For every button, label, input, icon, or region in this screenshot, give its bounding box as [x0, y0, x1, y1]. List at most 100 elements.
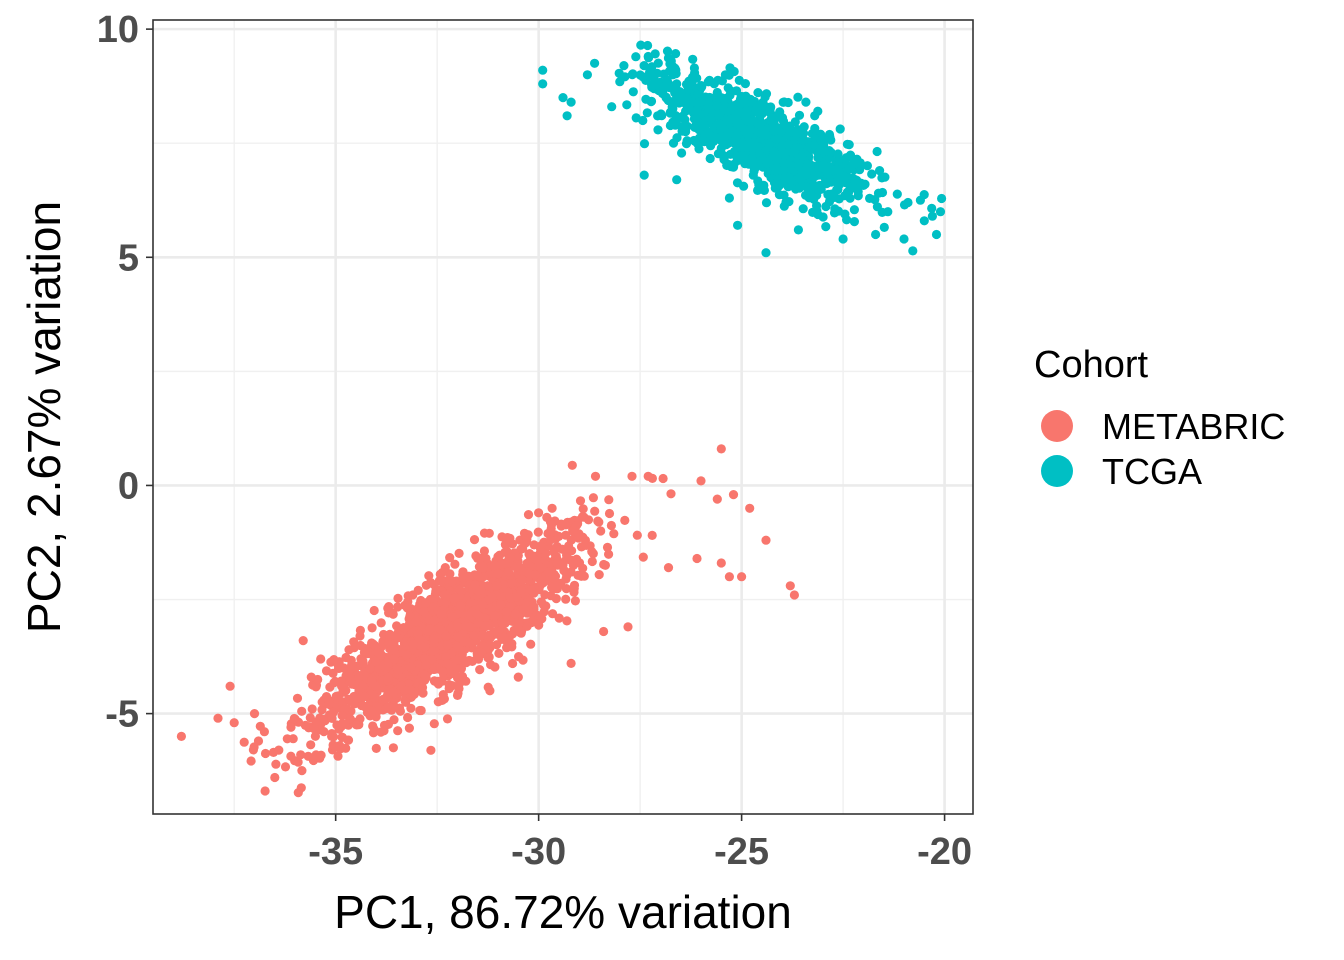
metabric-point [445, 569, 455, 579]
metabric-point [401, 697, 411, 707]
tcga-point [672, 175, 682, 185]
x-tick-label: -30 [511, 831, 566, 873]
metabric-point [441, 631, 451, 642]
metabric-point [578, 532, 588, 542]
tcga-point [642, 108, 652, 118]
metabric-point [447, 576, 458, 586]
tcga-point [758, 130, 769, 140]
metabric-point [408, 590, 418, 600]
tcga-point [688, 54, 698, 64]
tcga-point [627, 70, 637, 80]
metabric-point [367, 623, 377, 633]
metabric-point [561, 584, 572, 594]
tcga-point [690, 121, 700, 131]
legend-key-tcga [1041, 455, 1073, 487]
tcga-point [842, 139, 853, 149]
tcga-point [813, 153, 823, 163]
metabric-point [389, 645, 399, 655]
metabric-point [341, 652, 351, 663]
metabric-point [552, 581, 562, 591]
metabric-point [429, 634, 439, 644]
tcga-point [590, 58, 600, 68]
metabric-point [447, 612, 457, 622]
metabric-point [404, 723, 414, 733]
tcga-point [899, 234, 909, 244]
tcga-point [538, 79, 548, 89]
metabric-point [666, 489, 676, 499]
metabric-point [643, 471, 653, 481]
tcga-point [650, 49, 660, 59]
metabric-point [745, 503, 755, 513]
metabric-point [286, 751, 296, 761]
metabric-point [426, 745, 436, 755]
metabric-point [388, 687, 399, 697]
metabric-point [408, 639, 419, 650]
metabric-point [370, 681, 381, 691]
tcga-point [639, 170, 649, 180]
metabric-point [536, 541, 546, 551]
metabric-point [307, 704, 317, 714]
metabric-point [561, 574, 571, 584]
metabric-point [627, 471, 637, 481]
metabric-point [400, 685, 410, 695]
tcga-point [833, 165, 844, 175]
metabric-point [511, 592, 522, 602]
tcga-point [801, 182, 811, 192]
tcga-point [691, 114, 701, 124]
tcga-point [677, 126, 687, 136]
metabric-point [442, 714, 453, 724]
metabric-point [455, 584, 465, 595]
metabric-point [371, 743, 381, 754]
tcga-point [833, 149, 843, 159]
metabric-point [496, 600, 506, 610]
tcga-points [538, 40, 947, 258]
metabric-point [485, 686, 495, 696]
tcga-point [842, 215, 852, 225]
tcga-point [841, 178, 851, 188]
tcga-point [762, 159, 772, 169]
metabric-point [567, 546, 577, 556]
tcga-point [754, 109, 764, 119]
metabric-point [506, 578, 517, 588]
tcga-point [903, 197, 913, 208]
metabric-point [429, 616, 439, 626]
metabric-point [453, 681, 463, 691]
tcga-point [636, 40, 646, 50]
metabric-point [443, 659, 454, 669]
metabric-point [478, 562, 488, 572]
metabric-point [403, 712, 413, 723]
metabric-point [492, 581, 502, 591]
tcga-point [793, 92, 803, 102]
tcga-point [849, 159, 859, 169]
metabric-point [561, 520, 571, 530]
tcga-point [767, 122, 777, 133]
metabric-point [487, 592, 497, 602]
tcga-point [824, 196, 835, 207]
metabric-point [376, 727, 386, 737]
metabric-point [453, 622, 463, 632]
metabric-point [441, 652, 451, 662]
metabric-point [367, 706, 377, 716]
tcga-point [760, 92, 770, 102]
metabric-point [599, 559, 609, 570]
tcga-point [653, 125, 663, 135]
tcga-point [694, 144, 704, 154]
metabric-point [306, 672, 316, 682]
tcga-point [799, 122, 809, 132]
metabric-point [376, 618, 386, 628]
tcga-point [720, 70, 731, 80]
metabric-point [460, 621, 470, 631]
metabric-point [248, 745, 258, 755]
tcga-point [733, 220, 743, 230]
tcga-point [810, 123, 820, 134]
metabric-point [433, 676, 443, 686]
tcga-point [797, 168, 807, 179]
metabric-point [333, 751, 343, 761]
metabric-point [328, 740, 338, 750]
panel-border [152, 19, 974, 815]
metabric-point [469, 535, 480, 545]
tcga-point [620, 72, 630, 82]
metabric-point [554, 531, 564, 542]
metabric-point [389, 715, 399, 725]
metabric-point [534, 508, 544, 518]
